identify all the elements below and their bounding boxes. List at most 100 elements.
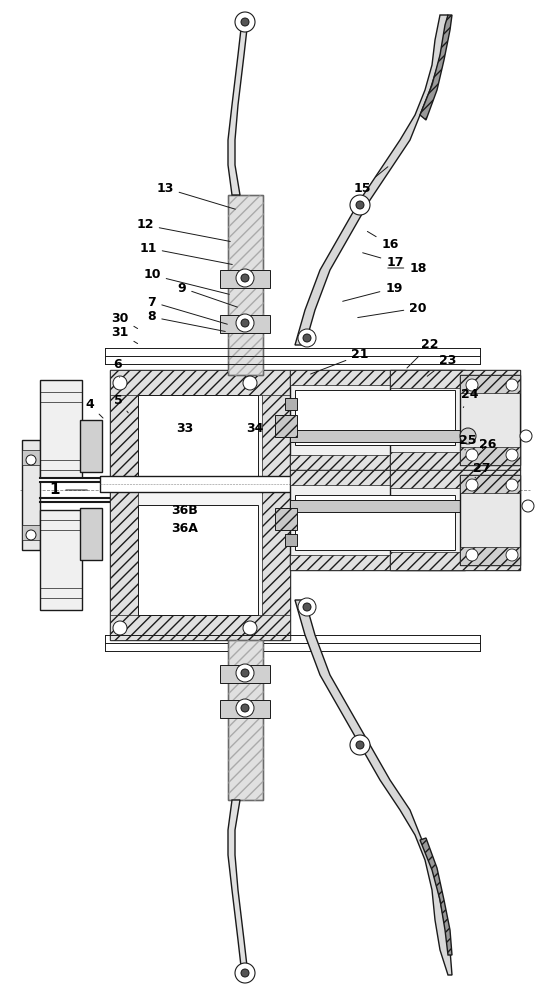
Circle shape <box>241 319 249 327</box>
Circle shape <box>303 603 311 611</box>
Bar <box>220 700 270 718</box>
Bar <box>390 470 520 570</box>
Bar <box>138 505 258 615</box>
Bar <box>290 370 465 385</box>
Bar <box>290 455 465 470</box>
Circle shape <box>506 379 518 391</box>
Bar <box>290 555 465 570</box>
Text: 36A: 36A <box>171 522 199 534</box>
Bar <box>285 398 297 410</box>
Circle shape <box>506 549 518 561</box>
Polygon shape <box>420 838 452 955</box>
Circle shape <box>350 195 370 215</box>
Bar <box>390 470 520 488</box>
Text: 16: 16 <box>367 231 399 251</box>
Bar <box>290 470 465 485</box>
Circle shape <box>26 455 36 465</box>
Circle shape <box>113 376 127 390</box>
Text: 20: 20 <box>358 302 426 318</box>
Circle shape <box>298 329 316 347</box>
Bar <box>295 390 455 445</box>
Circle shape <box>466 379 478 391</box>
Text: 11: 11 <box>139 241 232 264</box>
Bar <box>460 375 520 393</box>
Circle shape <box>298 598 316 616</box>
Text: 27: 27 <box>473 462 491 478</box>
Bar <box>460 475 520 565</box>
Bar <box>80 420 102 472</box>
Bar <box>110 370 290 640</box>
Circle shape <box>506 449 518 461</box>
Bar <box>228 640 263 800</box>
Polygon shape <box>295 600 452 975</box>
Text: 19: 19 <box>343 282 403 301</box>
Text: 10: 10 <box>143 268 230 294</box>
Circle shape <box>303 334 311 342</box>
Circle shape <box>520 430 532 442</box>
Text: 1: 1 <box>50 483 87 497</box>
Circle shape <box>236 314 254 332</box>
Bar <box>390 552 520 570</box>
Circle shape <box>466 479 478 491</box>
Text: 12: 12 <box>136 219 230 241</box>
Circle shape <box>236 664 254 682</box>
Text: 22: 22 <box>407 338 439 368</box>
Bar <box>390 370 520 470</box>
Text: 30: 30 <box>112 312 138 329</box>
Bar <box>110 370 138 640</box>
Text: 8: 8 <box>147 310 225 331</box>
Bar <box>228 195 263 375</box>
Bar <box>228 195 263 375</box>
Bar <box>390 452 520 470</box>
Circle shape <box>235 963 255 983</box>
Bar <box>290 470 465 570</box>
Circle shape <box>356 201 364 209</box>
Text: 25: 25 <box>459 434 477 450</box>
Bar <box>460 475 520 493</box>
Bar <box>110 370 290 395</box>
Text: 24: 24 <box>461 388 479 408</box>
Circle shape <box>113 621 127 635</box>
Text: 26: 26 <box>479 438 497 452</box>
Bar <box>290 430 460 442</box>
Bar <box>22 440 40 550</box>
Text: 34: 34 <box>246 422 264 434</box>
Text: 31: 31 <box>112 326 138 344</box>
Bar <box>275 415 297 437</box>
Circle shape <box>466 549 478 561</box>
Text: 18: 18 <box>388 261 426 274</box>
Text: 23: 23 <box>427 354 456 376</box>
Bar <box>460 447 520 465</box>
Circle shape <box>243 621 257 635</box>
Bar <box>138 395 258 485</box>
Circle shape <box>522 500 534 512</box>
Circle shape <box>466 449 478 461</box>
Text: 4: 4 <box>85 398 103 418</box>
Text: 15: 15 <box>353 167 388 194</box>
Bar <box>228 640 263 800</box>
Polygon shape <box>295 15 448 345</box>
Circle shape <box>236 699 254 717</box>
Circle shape <box>241 18 249 26</box>
Bar <box>100 476 295 492</box>
Text: 17: 17 <box>363 253 404 268</box>
Text: 36B: 36B <box>171 504 199 516</box>
Bar <box>40 510 82 610</box>
Polygon shape <box>228 800 248 975</box>
Text: 5: 5 <box>114 393 128 413</box>
Bar <box>290 370 465 470</box>
Bar <box>22 450 40 465</box>
Bar <box>275 508 297 530</box>
Bar <box>295 495 455 550</box>
Circle shape <box>460 428 476 444</box>
Text: 21: 21 <box>311 349 369 374</box>
Bar <box>40 380 82 480</box>
Bar <box>285 534 297 546</box>
Bar <box>110 615 290 640</box>
Bar <box>220 665 270 683</box>
Circle shape <box>350 735 370 755</box>
Bar <box>80 508 102 560</box>
Text: 7: 7 <box>147 296 227 324</box>
Circle shape <box>506 479 518 491</box>
Text: 6: 6 <box>114 359 122 377</box>
